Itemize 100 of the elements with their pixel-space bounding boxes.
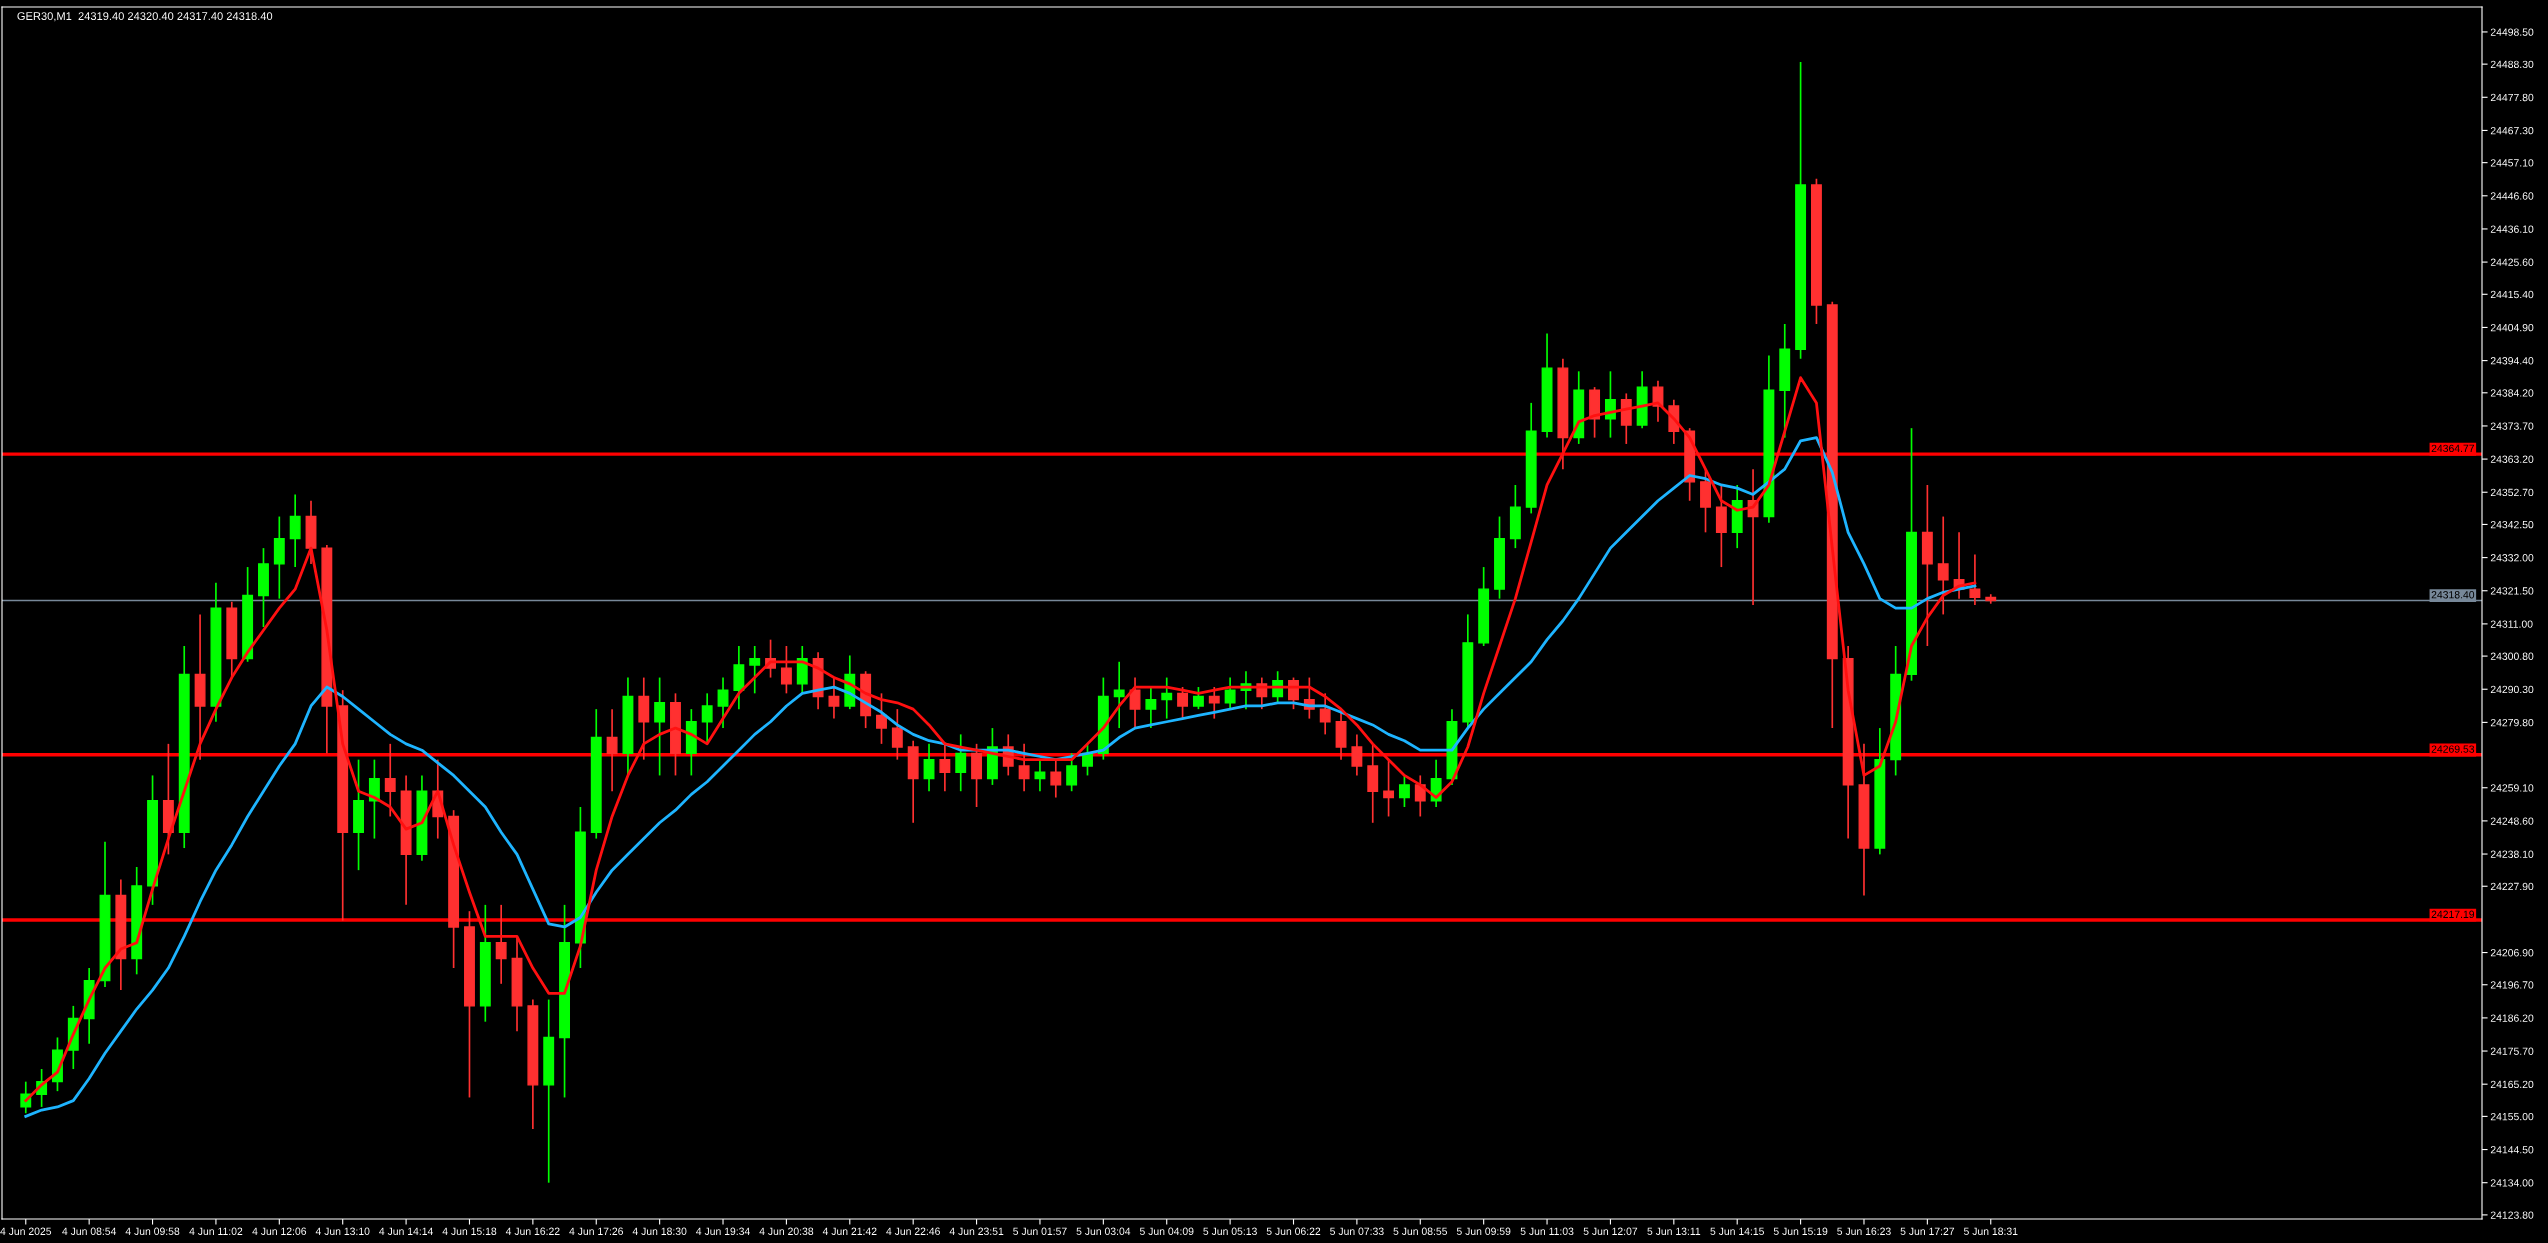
x-tick-label: 4 Jun 23:51 [949,1227,1004,1235]
y-tick-label: 24186.20 [2490,1014,2534,1022]
y-tick-label: 24457.10 [2490,159,2534,167]
y-tick-label: 24321.50 [2490,587,2534,595]
x-tick-label: 5 Jun 14:15 [1710,1227,1764,1235]
candlestick [1319,692,1331,736]
candlestick [1161,676,1173,720]
candlestick [955,733,967,793]
candlestick [1398,774,1410,808]
y-tick-label: 24134.00 [2490,1179,2534,1187]
y-tick-label: 24363.20 [2490,455,2534,463]
y-tick-label: 24227.90 [2490,882,2534,891]
candlestick [1208,686,1220,720]
y-tick-label: 24404.90 [2490,323,2534,332]
x-tick-label: 5 Jun 15:19 [1773,1227,1828,1235]
ref-line-label: 24364.77 [2431,444,2475,453]
candlestick [384,743,396,818]
y-tick-label: 24467.30 [2490,126,2534,135]
candlestick [749,645,761,695]
y-tick-label: 24373.70 [2490,422,2534,430]
ref-line-label: 24269.53 [2431,745,2475,753]
y-tick-label: 24384.20 [2490,389,2534,397]
chart-title: GER30,M1 24319.40 24320.40 24317.40 24318.40 [17,12,273,22]
x-tick-label: 4 Jun 12:06 [252,1227,307,1235]
candlestick [939,743,951,793]
x-tick-label: 4 Jun 22:46 [886,1227,940,1235]
x-tick-label: 5 Jun 12:07 [1583,1227,1638,1235]
x-tick-label: 4 Jun 14:14 [379,1227,434,1235]
candlestick [780,645,792,695]
y-tick-label: 24446.60 [2490,192,2534,200]
candlestick [1066,752,1078,793]
candlestick [1018,743,1030,793]
y-tick-label: 24196.70 [2490,981,2534,989]
x-tick-label: 5 Jun 05:13 [1203,1227,1257,1235]
x-tick-label: 4 Jun 2025 [0,1227,52,1235]
x-tick-label: 5 Jun 01:57 [1013,1227,1067,1235]
y-tick-label: 24498.50 [2490,28,2534,36]
candlestick [1351,733,1363,777]
x-tick-label: 4 Jun 18:30 [632,1227,687,1235]
y-tick-label: 24259.10 [2490,784,2534,792]
y-tick-label: 24415.40 [2490,290,2534,299]
candlestick [1969,553,1981,606]
candlestick [289,493,301,568]
x-tick-label: 5 Jun 03:04 [1076,1227,1131,1235]
x-tick-label: 5 Jun 17:27 [1900,1227,1955,1235]
y-tick-label: 24279.80 [2490,718,2534,727]
candlestick [606,708,618,793]
y-tick-label: 24342.50 [2490,520,2534,529]
ref-line-label: 24318.40 [2431,591,2475,599]
x-tick-label: 4 Jun 11:02 [189,1227,243,1235]
y-tick-label: 24238.10 [2490,850,2534,858]
candlestick [1145,686,1157,729]
candlestick [923,743,935,793]
x-tick-label: 4 Jun 13:10 [315,1227,370,1235]
x-tick-label: 5 Jun 04:09 [1139,1227,1194,1235]
candlestick [1224,676,1236,710]
y-tick-label: 24155.00 [2490,1112,2534,1121]
y-tick-label: 24332.00 [2490,554,2534,562]
y-tick-label: 24144.50 [2490,1146,2534,1154]
y-tick-label: 24165.20 [2490,1080,2534,1089]
x-tick-label: 5 Jun 16:23 [1837,1227,1891,1235]
x-tick-label: 4 Jun 21:42 [822,1227,877,1235]
x-tick-label: 4 Jun 16:22 [505,1227,560,1235]
y-tick-label: 24300.80 [2490,652,2534,660]
y-tick-label: 24175.70 [2490,1047,2534,1055]
candlestick [717,676,729,729]
y-tick-label: 24425.60 [2490,258,2534,266]
x-tick-label: 4 Jun 08:54 [62,1227,117,1235]
x-tick-label: 5 Jun 09:59 [1456,1227,1511,1235]
ref-line-label: 24217.19 [2431,910,2475,918]
y-tick-label: 24394.40 [2490,357,2534,365]
candlestick [876,692,887,745]
x-tick-label: 4 Jun 09:58 [125,1227,180,1235]
y-tick-label: 24352.70 [2490,488,2534,497]
y-tick-label: 24311.00 [2490,620,2533,628]
y-tick-label: 24436.10 [2490,225,2534,233]
candlestick [1937,515,1949,616]
x-tick-label: 5 Jun 18:31 [1963,1227,2018,1235]
x-tick-label: 5 Jun 08:55 [1393,1227,1448,1235]
y-tick-label: 24206.90 [2490,949,2534,957]
x-tick-label: 5 Jun 06:22 [1266,1227,1321,1235]
candlestick [1050,758,1062,799]
candlestick [891,708,903,761]
y-tick-label: 24488.30 [2490,60,2534,69]
y-tick-label: 24123.80 [2490,1211,2534,1219]
x-tick-label: 5 Jun 11:03 [1520,1227,1574,1235]
x-tick-label: 4 Jun 20:38 [759,1227,814,1235]
candlestick [828,676,840,720]
y-tick-label: 24290.30 [2490,685,2534,694]
candlestick [495,904,507,985]
candlestick [1113,660,1125,729]
candlestick [1288,676,1299,710]
x-tick-label: 4 Jun 15:18 [442,1227,497,1235]
y-tick-label: 24248.60 [2490,817,2534,825]
x-tick-label: 4 Jun 17:26 [569,1227,624,1235]
x-tick-label: 5 Jun 13:11 [1647,1227,1701,1235]
candlestick [701,692,713,745]
candlestick [1177,686,1189,720]
y-tick-label: 24477.80 [2490,93,2534,102]
candlestick [1192,686,1204,710]
